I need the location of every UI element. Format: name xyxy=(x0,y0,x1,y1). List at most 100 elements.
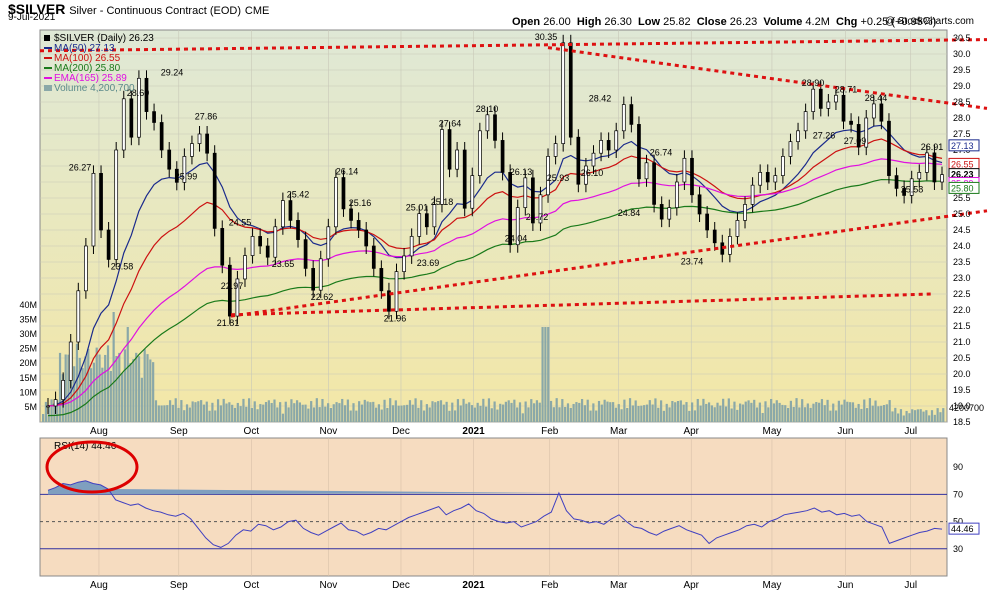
volume-bar xyxy=(617,404,620,422)
volume-bar xyxy=(643,405,646,422)
price-candle xyxy=(864,117,869,148)
price-candle xyxy=(818,88,823,109)
volume-bar xyxy=(143,349,146,422)
price-candle xyxy=(197,133,202,144)
change-label: Chg xyxy=(836,16,858,28)
volume-bar xyxy=(307,408,310,422)
volume-bar xyxy=(104,354,107,422)
price-candle xyxy=(917,172,922,180)
price-annotation: 28.10 xyxy=(476,104,499,114)
right-value-label: 27.13 xyxy=(951,141,974,151)
open-value: 26.00 xyxy=(543,16,571,28)
volume-bar xyxy=(267,400,270,422)
volume-bar xyxy=(183,410,186,422)
volume-bar xyxy=(50,399,53,422)
volume-bar xyxy=(730,408,733,422)
price-candle xyxy=(281,200,285,228)
volume-bar xyxy=(834,410,838,422)
legend-price: $SILVER (Daily) 26.23 xyxy=(54,33,154,44)
volume-bar xyxy=(437,401,440,422)
price-tick-label: 30.5 xyxy=(953,33,971,43)
volume-bar xyxy=(767,407,770,422)
volume-bar xyxy=(651,404,654,422)
volume-bar xyxy=(578,402,581,422)
volume-bar xyxy=(67,354,70,422)
price-annotation: 28.60 xyxy=(127,88,150,98)
volume-bar xyxy=(270,402,273,422)
price-candle xyxy=(531,177,535,224)
volume-bar xyxy=(846,401,849,422)
date-tick-label: Feb xyxy=(541,426,559,437)
volume-bar xyxy=(798,407,801,422)
change-value: +0.25 (+0.95%) xyxy=(860,16,937,28)
volume-bar xyxy=(78,357,81,422)
volume-bar xyxy=(815,402,818,422)
volume-bar xyxy=(736,409,739,422)
price-candle xyxy=(750,184,755,205)
legend-ma200: MA(200) 25.80 xyxy=(54,63,121,74)
volume-bar xyxy=(662,410,666,422)
volume-bar xyxy=(276,407,279,422)
volume-bar xyxy=(428,407,431,422)
price-candle xyxy=(841,94,846,122)
price-annotation: 21.81 xyxy=(217,318,240,328)
volume-bar xyxy=(849,402,852,422)
price-candle xyxy=(773,175,778,183)
volume-bar xyxy=(341,398,344,422)
volume-bar xyxy=(679,400,682,422)
price-candle xyxy=(576,136,581,185)
volume-bar xyxy=(225,403,228,422)
volume-bar xyxy=(247,398,251,422)
date-tick-label: May xyxy=(762,426,781,437)
price-candle xyxy=(318,258,323,291)
volume-bar xyxy=(750,402,753,422)
volume-label: Volume xyxy=(763,16,803,28)
volume-bar xyxy=(56,400,59,422)
ma50-line xyxy=(47,124,943,407)
volume-bar xyxy=(908,413,911,422)
price-candle xyxy=(53,399,58,407)
price-candle xyxy=(152,111,156,123)
volume-bar xyxy=(837,400,840,422)
rsi-value-label: 44.46 xyxy=(951,524,974,534)
price-panel-background xyxy=(39,29,948,423)
volume-bar xyxy=(758,402,761,422)
rsi-tick-label: 70 xyxy=(953,489,963,499)
price-candle xyxy=(417,213,422,237)
volume-bar xyxy=(897,413,900,422)
volume-bar xyxy=(905,410,908,422)
volume-bar xyxy=(939,412,942,422)
price-candle xyxy=(250,236,255,256)
volume-bar xyxy=(442,404,445,422)
volume-bar xyxy=(597,400,601,422)
volume-bar xyxy=(343,405,347,422)
rsi-date-tick-label: Apr xyxy=(683,580,699,591)
price-candle xyxy=(712,229,717,244)
volume-bar xyxy=(916,409,919,422)
volume-bar xyxy=(358,401,361,422)
price-annotation: 25.93 xyxy=(547,173,570,183)
volume-bar xyxy=(89,368,93,422)
volume-bar xyxy=(394,400,397,422)
volume-bar xyxy=(58,352,62,422)
volume-bar xyxy=(197,401,200,422)
rsi-date-tick-label: Mar xyxy=(610,580,628,591)
volume-bar xyxy=(465,403,468,422)
volume-bar xyxy=(380,409,383,422)
volume-bar xyxy=(487,398,491,422)
volume-bar xyxy=(109,370,112,422)
price-candle xyxy=(644,162,649,180)
volume-bar xyxy=(414,398,417,422)
volume-bar xyxy=(504,401,507,422)
price-annotation: 27.86 xyxy=(195,111,218,121)
volume-tick-label: 40M xyxy=(19,300,37,310)
volume-bar xyxy=(885,404,888,422)
price-tick-label: 24.5 xyxy=(953,225,971,235)
volume-bar xyxy=(129,363,132,422)
ma200-line xyxy=(47,178,943,417)
volume-bar xyxy=(287,407,290,422)
volume-bar xyxy=(123,349,127,422)
price-annotation: 28.42 xyxy=(589,94,612,104)
price-candle xyxy=(856,124,861,148)
